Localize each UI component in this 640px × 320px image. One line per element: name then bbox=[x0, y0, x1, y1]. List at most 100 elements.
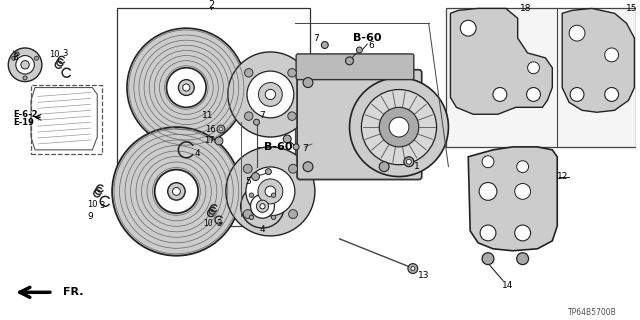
Circle shape bbox=[217, 125, 225, 133]
Circle shape bbox=[569, 25, 585, 41]
FancyBboxPatch shape bbox=[447, 8, 636, 147]
Text: 4: 4 bbox=[260, 226, 266, 235]
Text: 1: 1 bbox=[414, 162, 420, 171]
Circle shape bbox=[249, 215, 253, 220]
Circle shape bbox=[228, 52, 313, 137]
Circle shape bbox=[16, 56, 35, 74]
Circle shape bbox=[406, 159, 412, 164]
Text: TP64B5700B: TP64B5700B bbox=[568, 308, 616, 316]
Polygon shape bbox=[468, 147, 557, 251]
Circle shape bbox=[288, 112, 296, 120]
Text: 4: 4 bbox=[195, 149, 200, 158]
Circle shape bbox=[266, 89, 275, 100]
Circle shape bbox=[605, 48, 619, 62]
Circle shape bbox=[289, 210, 298, 219]
Text: FR.: FR. bbox=[63, 287, 83, 297]
Circle shape bbox=[15, 52, 19, 56]
Circle shape bbox=[23, 76, 27, 80]
Text: B-60: B-60 bbox=[353, 33, 381, 43]
Text: 7: 7 bbox=[313, 34, 319, 43]
Circle shape bbox=[244, 68, 253, 77]
Circle shape bbox=[362, 90, 436, 165]
Text: 18: 18 bbox=[520, 4, 531, 13]
Circle shape bbox=[226, 147, 315, 236]
Circle shape bbox=[321, 42, 328, 48]
Circle shape bbox=[408, 264, 418, 274]
Circle shape bbox=[241, 185, 284, 228]
Text: 6: 6 bbox=[369, 41, 374, 50]
Circle shape bbox=[271, 215, 276, 220]
Circle shape bbox=[246, 167, 295, 216]
Circle shape bbox=[479, 182, 497, 200]
Circle shape bbox=[244, 112, 253, 120]
Circle shape bbox=[482, 253, 494, 265]
Circle shape bbox=[605, 88, 619, 101]
Text: B-60: B-60 bbox=[264, 142, 292, 152]
Text: 11: 11 bbox=[202, 111, 214, 120]
Text: 3: 3 bbox=[100, 201, 105, 210]
FancyBboxPatch shape bbox=[297, 70, 422, 180]
Circle shape bbox=[266, 169, 271, 175]
Circle shape bbox=[243, 210, 252, 219]
Text: 16: 16 bbox=[205, 124, 216, 133]
Circle shape bbox=[12, 56, 16, 60]
Circle shape bbox=[515, 183, 531, 199]
Circle shape bbox=[349, 78, 449, 177]
Circle shape bbox=[356, 47, 362, 53]
Circle shape bbox=[265, 186, 276, 197]
Text: 15: 15 bbox=[626, 4, 637, 13]
Text: 12: 12 bbox=[557, 172, 568, 181]
Circle shape bbox=[215, 137, 223, 145]
Text: 7: 7 bbox=[260, 111, 266, 120]
Circle shape bbox=[112, 127, 241, 256]
Text: 3: 3 bbox=[62, 49, 67, 59]
FancyBboxPatch shape bbox=[296, 54, 414, 80]
Text: 5: 5 bbox=[246, 177, 252, 186]
Polygon shape bbox=[451, 8, 552, 114]
Circle shape bbox=[166, 68, 206, 107]
Circle shape bbox=[8, 48, 42, 82]
Circle shape bbox=[168, 183, 185, 200]
Text: 8: 8 bbox=[12, 53, 18, 62]
Circle shape bbox=[21, 60, 29, 69]
Circle shape bbox=[380, 107, 419, 147]
Circle shape bbox=[303, 78, 313, 88]
Circle shape bbox=[303, 162, 313, 172]
Circle shape bbox=[252, 172, 259, 180]
Circle shape bbox=[480, 225, 496, 241]
Text: 10: 10 bbox=[87, 200, 97, 209]
Circle shape bbox=[380, 162, 389, 172]
Circle shape bbox=[220, 128, 223, 131]
Circle shape bbox=[173, 188, 180, 195]
Circle shape bbox=[404, 157, 414, 167]
Circle shape bbox=[257, 200, 269, 212]
Polygon shape bbox=[562, 8, 634, 112]
Circle shape bbox=[289, 164, 298, 173]
Circle shape bbox=[250, 194, 275, 218]
Circle shape bbox=[247, 71, 294, 118]
Text: 14: 14 bbox=[502, 281, 513, 290]
Circle shape bbox=[570, 88, 584, 101]
Circle shape bbox=[183, 84, 190, 91]
Circle shape bbox=[253, 119, 259, 125]
Text: 9: 9 bbox=[88, 212, 93, 220]
Text: 2: 2 bbox=[208, 0, 214, 11]
Circle shape bbox=[460, 20, 476, 36]
Text: E-6-2: E-6-2 bbox=[13, 110, 38, 119]
Circle shape bbox=[288, 68, 296, 77]
Circle shape bbox=[527, 62, 540, 74]
Circle shape bbox=[35, 56, 38, 60]
Circle shape bbox=[493, 88, 507, 101]
Circle shape bbox=[260, 204, 265, 209]
Circle shape bbox=[249, 193, 253, 197]
Circle shape bbox=[179, 80, 194, 95]
Circle shape bbox=[259, 83, 282, 106]
Circle shape bbox=[271, 193, 276, 197]
Circle shape bbox=[284, 135, 291, 143]
Circle shape bbox=[515, 225, 531, 241]
Text: 10: 10 bbox=[204, 219, 213, 228]
Circle shape bbox=[346, 57, 353, 65]
Circle shape bbox=[516, 161, 529, 172]
Circle shape bbox=[482, 156, 494, 168]
Text: 13: 13 bbox=[418, 271, 429, 280]
